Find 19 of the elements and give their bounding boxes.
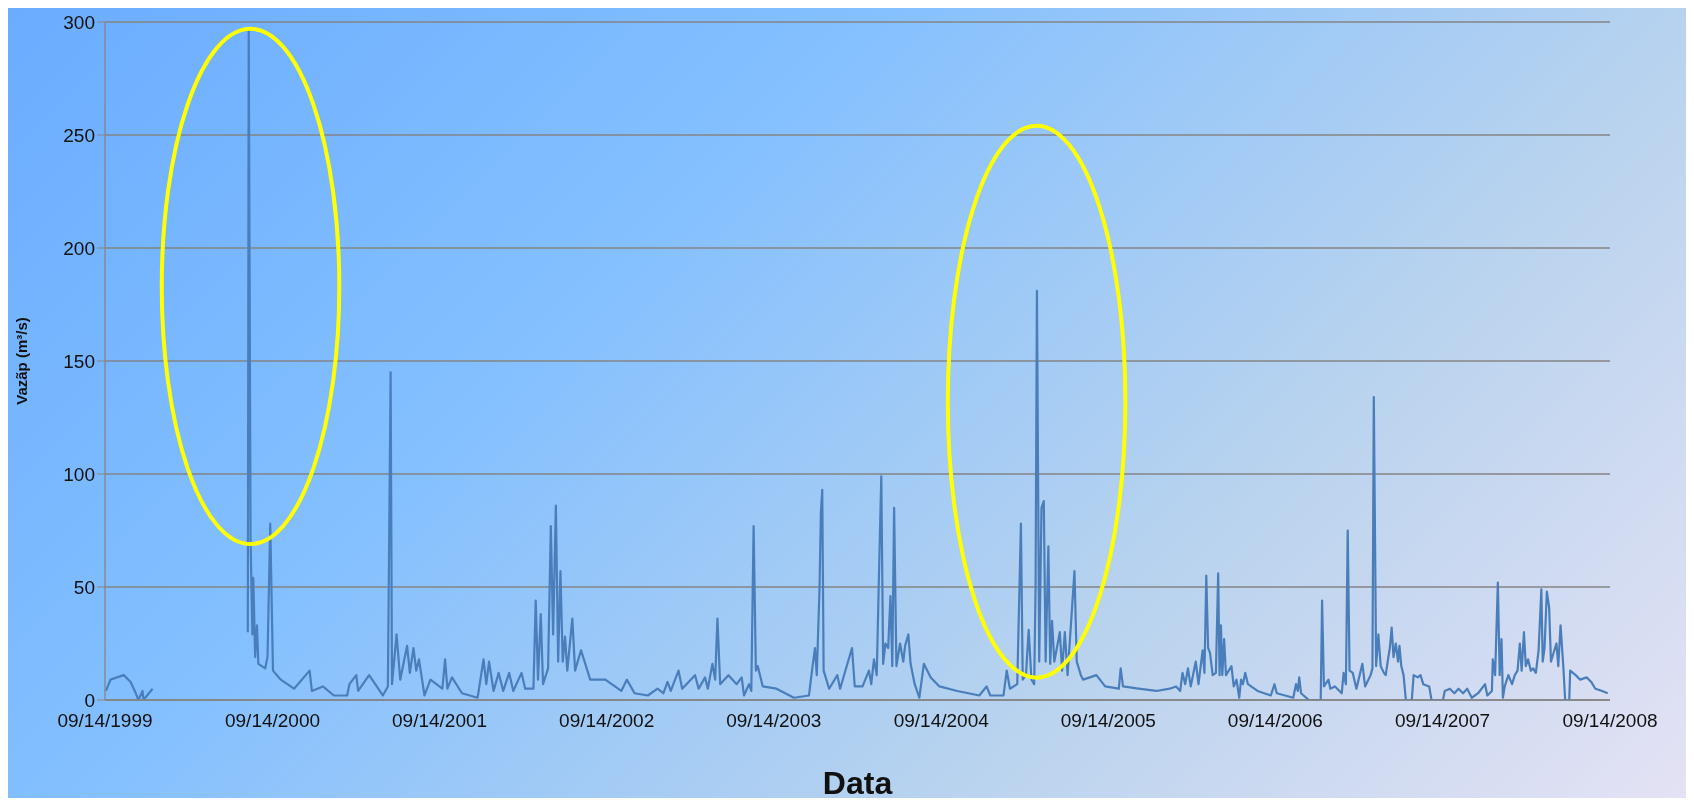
y-tick-label: 300 [63,11,95,33]
x-tick-label: 09/14/1999 [57,710,153,732]
y-tick-label: 150 [63,350,95,372]
y-tick-label: 0 [84,689,95,711]
x-tick-label: 09/14/2006 [1227,710,1323,732]
x-tick-label: 09/14/2003 [726,710,822,732]
x-tick-label: 09/14/2000 [224,710,321,732]
y-tick-label: 250 [63,124,95,146]
x-tick-label: 09/14/2008 [1562,710,1658,732]
y-tick-label: 50 [73,576,95,598]
y-tick-label: 100 [63,463,95,485]
x-tick-label: 09/14/2005 [1060,710,1156,732]
y-tick-label: 200 [63,237,95,259]
x-tick-label: 09/14/2004 [893,710,990,732]
x-tick-label: 09/14/2002 [559,710,655,732]
x-tick-label: 09/14/2007 [1394,710,1491,732]
x-axis-title: Data [822,765,893,801]
y-axis-title: Vazãp (m³/s) [13,317,31,405]
x-tick-label: 09/14/2001 [392,710,488,732]
